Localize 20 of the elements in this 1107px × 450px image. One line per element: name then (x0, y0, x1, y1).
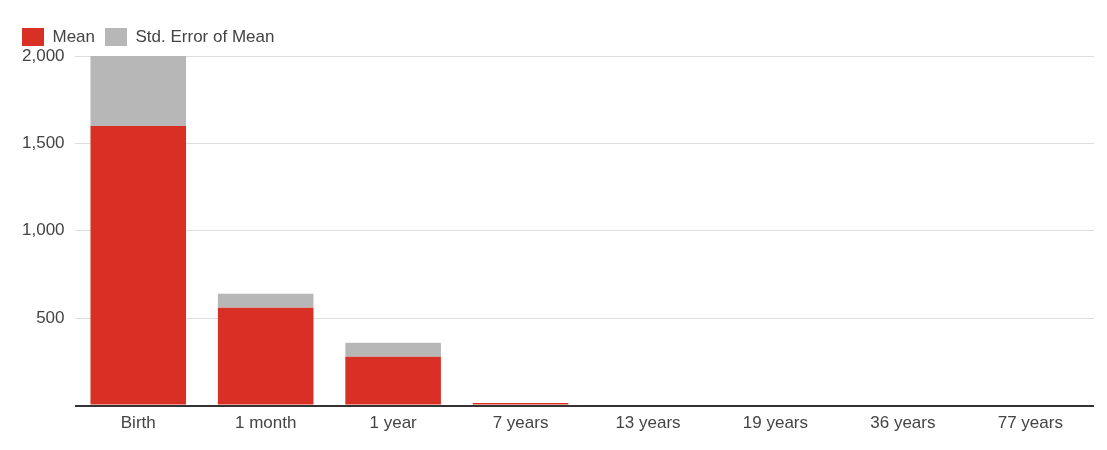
y-tick-label: 1,000 (21, 220, 65, 240)
bar (345, 342, 441, 357)
legend-label: Mean (52, 26, 96, 46)
x-tick-label: 1 month (234, 413, 297, 433)
bar (90, 56, 187, 126)
bar (217, 293, 314, 308)
legend-label: Std. Error of Mean (135, 26, 275, 46)
y-tick-label: 2,000 (21, 45, 65, 65)
x-tick-label: 7 years (492, 413, 549, 433)
x-tick-label: 13 years (615, 413, 681, 433)
bar (345, 356, 441, 405)
y-tick-label: 500 (36, 307, 65, 327)
bar (90, 125, 187, 405)
x-tick-label: 36 years (870, 413, 936, 433)
x-tick-label: Birth (120, 413, 156, 433)
x-tick-label: 19 years (742, 413, 809, 433)
bar (217, 307, 314, 405)
y-tick-label: 1,500 (21, 133, 65, 153)
x-tick-label: 77 years (997, 413, 1063, 433)
x-tick-label: 1 year (369, 413, 418, 433)
